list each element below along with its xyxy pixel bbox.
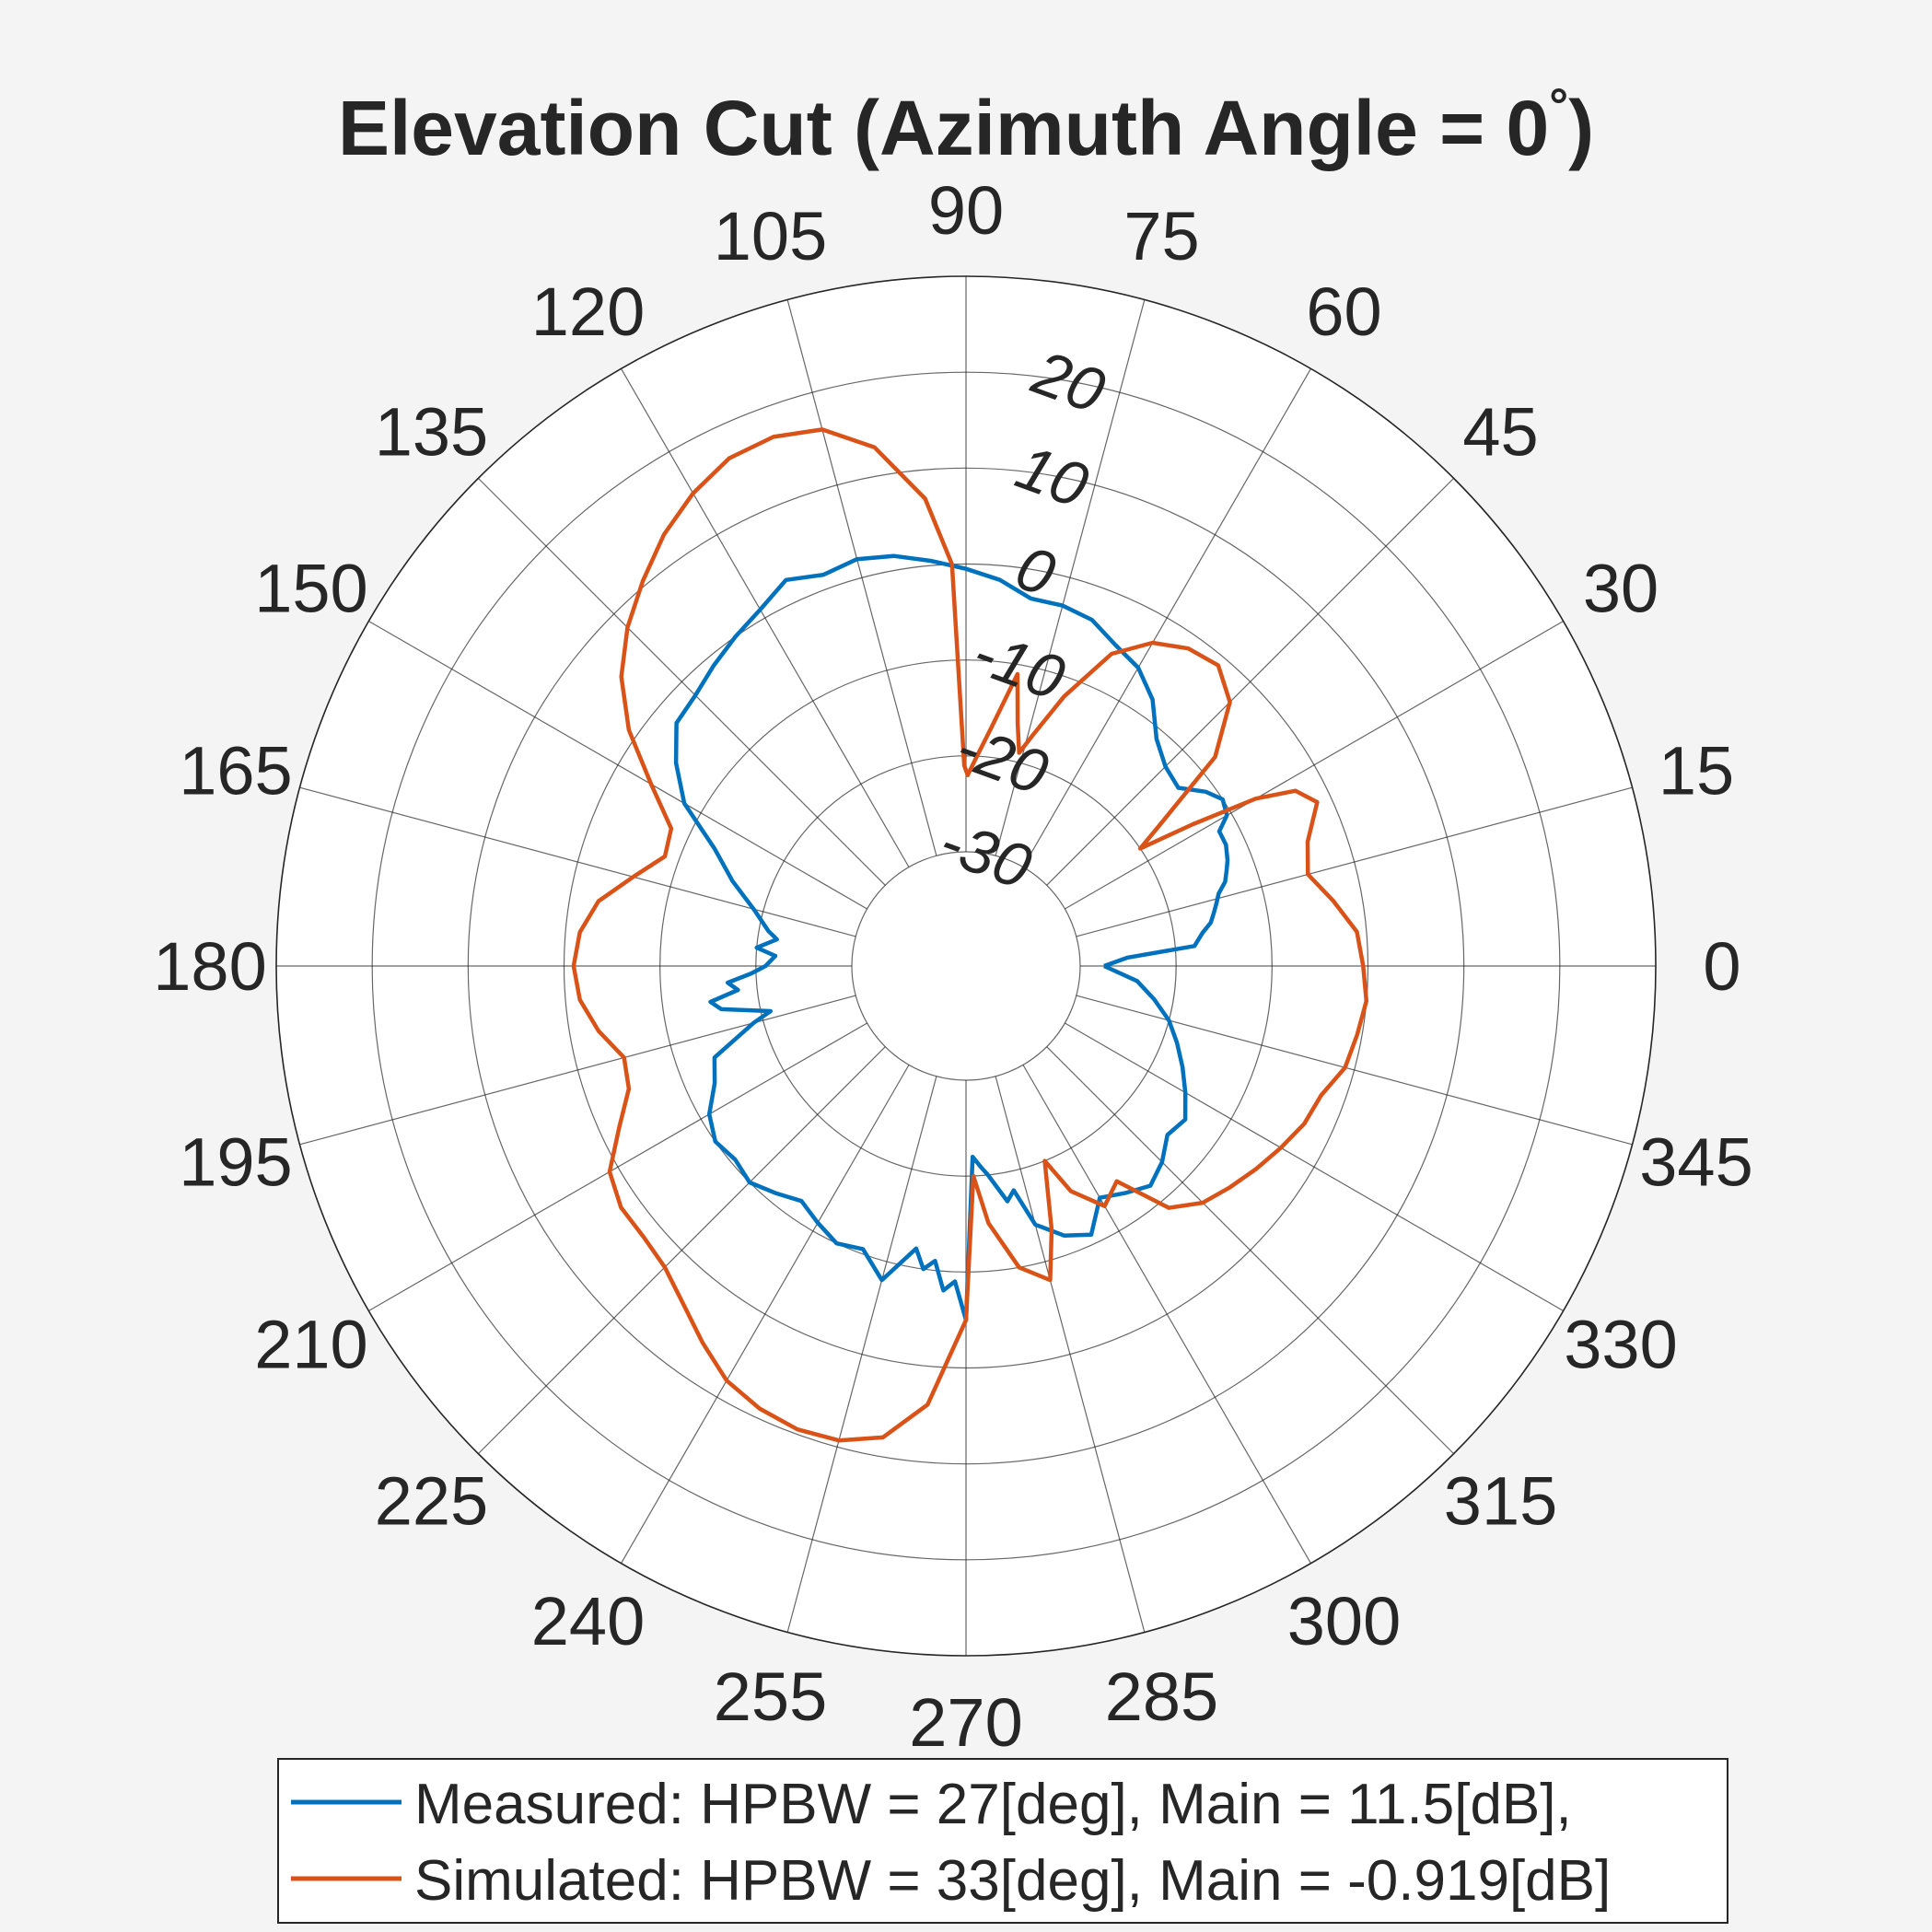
angle-label-105: 105: [714, 198, 827, 274]
series-simulated: [571, 427, 1369, 1443]
ring--30: [851, 851, 1081, 1081]
angle-label-330: 330: [1564, 1307, 1677, 1383]
radial-grid-rings: [275, 275, 1657, 1657]
data-series: [571, 427, 1369, 1443]
angle-label-120: 120: [531, 274, 645, 350]
series-measured: [673, 553, 1230, 1322]
angle-label-30: 30: [1583, 551, 1658, 627]
ring-0: [563, 563, 1369, 1369]
angle-label-270: 270: [909, 1684, 1022, 1761]
angle-label-300: 300: [1287, 1583, 1401, 1659]
angle-label-240: 240: [531, 1583, 645, 1659]
angle-label-15: 15: [1658, 733, 1734, 809]
chart-title: Elevation Cut (Azimuth Angle = 0°): [338, 79, 1594, 171]
angle-label-315: 315: [1444, 1463, 1557, 1540]
angle-tick-labels: 0 15 30 45 60 75 90 105 120 135 150 165 180 195 210 225…: [153, 172, 1752, 1761]
angle-label-285: 285: [1105, 1658, 1218, 1735]
angle-label-45: 45: [1462, 393, 1538, 470]
legend-simulated-label: Simulated: HPBW = 33[deg], Main = -0.919…: [414, 1849, 1611, 1913]
angle-label-345: 345: [1639, 1123, 1752, 1200]
angle-label-90: 90: [928, 172, 1004, 249]
angle-label-135: 135: [375, 393, 488, 470]
angle-label-195: 195: [179, 1123, 292, 1200]
angle-label-180: 180: [153, 928, 266, 1005]
ring-outer: [275, 275, 1657, 1657]
legend: Measured: HPBW = 27[deg], Main = 11.5[dB…: [277, 1758, 1728, 1924]
angle-label-0: 0: [1703, 928, 1740, 1005]
ring-20: [371, 371, 1561, 1561]
angle-label-150: 150: [254, 551, 367, 627]
ring-10: [467, 467, 1465, 1465]
legend-box: [277, 1758, 1728, 1924]
angle-label-210: 210: [254, 1307, 367, 1383]
angle-label-60: 60: [1306, 274, 1381, 350]
angle-label-165: 165: [179, 733, 292, 809]
angle-label-255: 255: [714, 1658, 827, 1735]
angle-label-75: 75: [1123, 198, 1199, 274]
angle-label-225: 225: [375, 1463, 488, 1540]
polar-inner-area: [852, 852, 1080, 1080]
legend-measured-label: Measured: HPBW = 27[deg], Main = 11.5[dB…: [414, 1773, 1572, 1836]
ring--20: [755, 755, 1177, 1177]
